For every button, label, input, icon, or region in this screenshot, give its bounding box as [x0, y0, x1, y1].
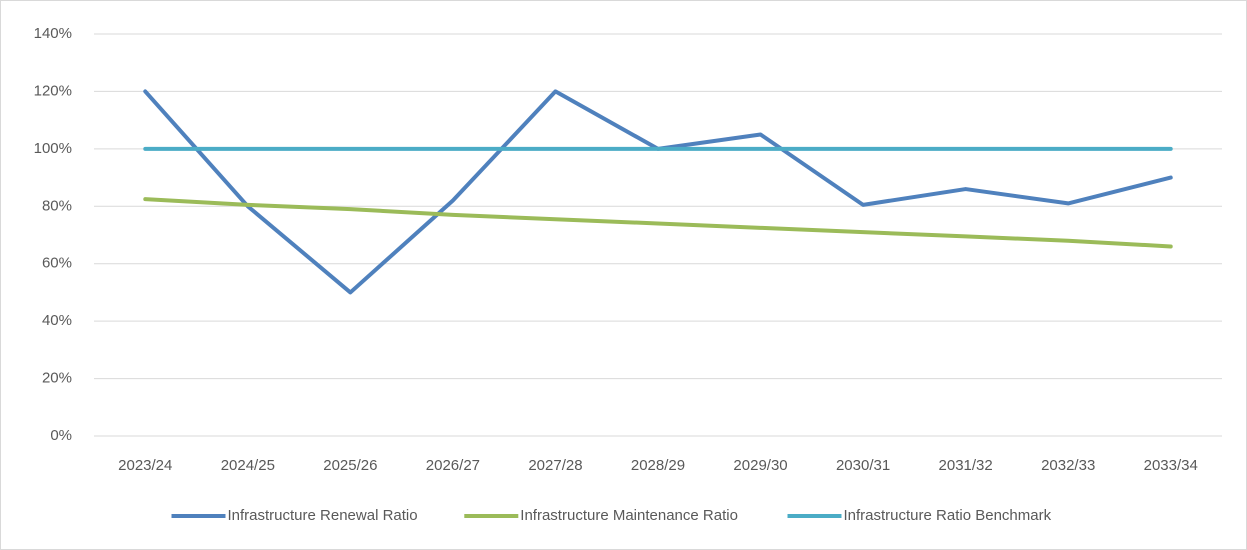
x-tick-label: 2031/32: [939, 457, 993, 474]
x-tick-label: 2032/33: [1041, 457, 1095, 474]
legend-label: Infrastructure Maintenance Ratio: [520, 507, 738, 524]
x-tick-label: 2029/30: [733, 457, 787, 474]
legend-label: Infrastructure Ratio Benchmark: [844, 507, 1052, 524]
x-tick-label: 2023/24: [118, 457, 172, 474]
y-tick-label: 140%: [34, 25, 72, 42]
y-tick-label: 120%: [34, 82, 72, 99]
x-tick-label: 2025/26: [323, 457, 377, 474]
x-tick-label: 2028/29: [631, 457, 685, 474]
y-tick-label: 80%: [42, 197, 72, 214]
series-line: [143, 197, 1173, 249]
y-tick-label: 100%: [34, 140, 72, 157]
x-tick-label: 2024/25: [221, 457, 275, 474]
x-tick-label: 2033/34: [1144, 457, 1198, 474]
legend-label: Infrastructure Renewal Ratio: [228, 507, 418, 524]
y-tick-label: 60%: [42, 255, 72, 272]
y-tick-label: 0%: [50, 427, 72, 444]
x-tick-label: 2027/28: [528, 457, 582, 474]
y-tick-label: 40%: [42, 312, 72, 329]
x-tick-label: 2026/27: [426, 457, 480, 474]
y-tick-label: 20%: [42, 370, 72, 387]
x-tick-label: 2030/31: [836, 457, 890, 474]
